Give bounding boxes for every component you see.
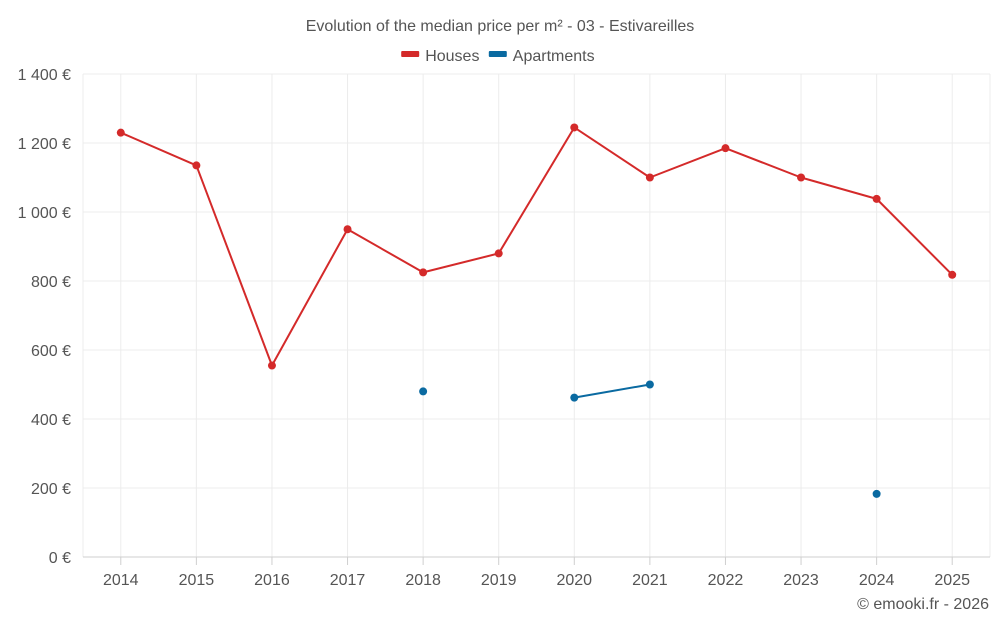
legend-item-apartments[interactable]: Apartments	[488, 48, 595, 65]
chart-title: Evolution of the median price per m² - 0…	[306, 18, 695, 35]
data-point-houses-2015[interactable]	[192, 161, 201, 170]
y-tick-label: 600 €	[31, 343, 71, 360]
data-point-houses-2020[interactable]	[570, 123, 579, 132]
x-tick-label: 2019	[481, 572, 517, 589]
credit-text: © emooki.fr - 2026	[857, 596, 989, 613]
y-tick-label: 200 €	[31, 481, 71, 498]
legend-item-houses[interactable]: Houses	[401, 48, 479, 65]
x-tick-label: 2021	[632, 572, 668, 589]
data-point-houses-2017[interactable]	[343, 225, 352, 234]
x-tick-label: 2015	[179, 572, 215, 589]
y-tick-label: 800 €	[31, 274, 71, 291]
data-point-houses-2018[interactable]	[419, 268, 428, 277]
y-tick-label: 1 400 €	[18, 67, 71, 84]
data-point-houses-2021[interactable]	[645, 173, 654, 182]
series-layer	[116, 123, 957, 498]
series-houses	[116, 123, 957, 370]
x-tick-label: 2022	[708, 572, 744, 589]
x-tick-label: 2023	[783, 572, 819, 589]
x-axis: 2014 2015 2016 2017 2018 2019 2020 2021 2022 2023…	[83, 556, 990, 589]
y-tick-label: 400 €	[31, 412, 71, 429]
data-point-houses-2014[interactable]	[116, 128, 125, 137]
y-tick-label: 1 200 €	[18, 136, 71, 153]
data-point-apartments-2021[interactable]	[645, 380, 654, 389]
data-point-houses-2016[interactable]	[267, 361, 276, 370]
y-tick-label: 0 €	[49, 550, 71, 567]
x-tick-label: 2020	[556, 572, 592, 589]
data-point-houses-2022[interactable]	[721, 144, 730, 153]
legend-swatch	[401, 51, 420, 57]
data-point-houses-2023[interactable]	[797, 173, 806, 182]
x-tick-label: 2025	[934, 572, 970, 589]
x-tick-label: 2017	[330, 572, 366, 589]
data-point-houses-2025[interactable]	[948, 270, 957, 279]
data-point-houses-2024[interactable]	[872, 194, 881, 203]
x-tick-label: 2018	[405, 572, 441, 589]
legend-label: Houses	[425, 48, 479, 65]
x-tick-label: 2014	[103, 572, 139, 589]
y-axis: 0 € 200 € 400 € 600 € 800 € 1 000 € 1 200 € 1 4…	[18, 67, 71, 567]
y-tick-label: 1 000 €	[18, 205, 71, 222]
legend: Houses Apartments	[401, 48, 595, 65]
data-point-apartments-2020[interactable]	[570, 393, 579, 402]
data-point-houses-2019[interactable]	[494, 249, 503, 258]
series-apartments	[419, 380, 881, 498]
data-point-apartments-2018[interactable]	[419, 387, 428, 396]
series-line-apartments	[574, 383, 651, 399]
grid	[82, 73, 991, 558]
x-tick-label: 2024	[859, 572, 895, 589]
x-tick-label: 2016	[254, 572, 290, 589]
data-point-apartments-2024[interactable]	[872, 489, 881, 498]
legend-label: Apartments	[513, 48, 595, 65]
series-line-houses	[120, 126, 953, 367]
legend-swatch	[488, 51, 507, 57]
